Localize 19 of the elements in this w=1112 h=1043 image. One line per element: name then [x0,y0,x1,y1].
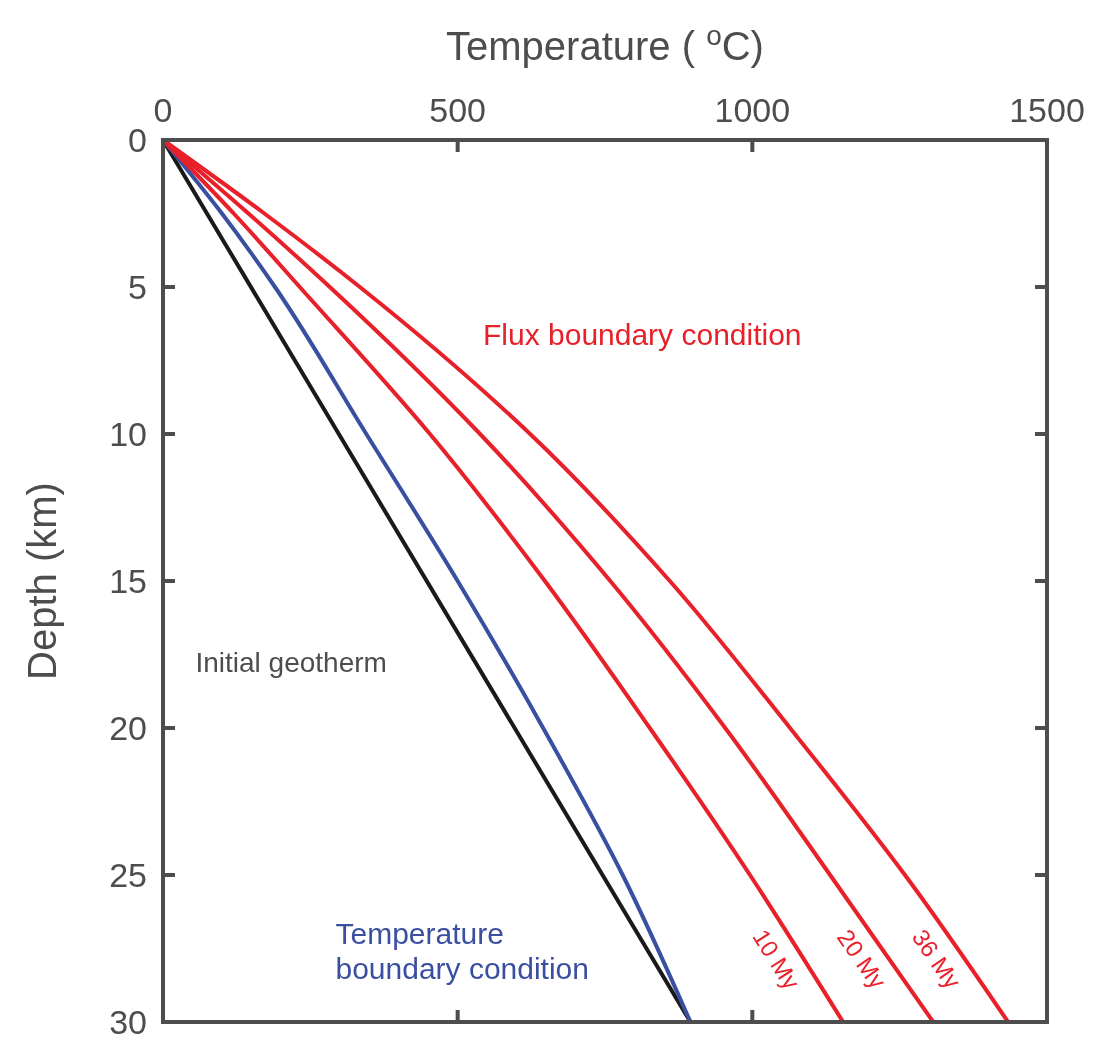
annotation: Flux boundary condition [483,318,802,351]
y-tick-label: 25 [109,856,147,894]
y-tick-label: 15 [109,562,147,600]
x-tick-label: 500 [429,91,487,129]
y-tick-label: 30 [109,1003,147,1041]
y-axis-title: Depth (km) [20,482,64,680]
series-label: Temperature boundary condition [335,917,589,985]
x-axis-title: Temperature ( $^{o}$C) [446,19,764,68]
text: 10 My [747,924,806,995]
y-tick-label: 0 [128,121,147,159]
y-tick-label: 10 [109,415,147,453]
text: 20 My [831,924,892,994]
text: 36 My [906,924,967,994]
y-tick-label: 5 [128,268,147,306]
x-tick-label: 1500 [1009,91,1085,129]
text: Initial geotherm [195,647,387,678]
y-tick-label: 20 [109,709,147,747]
x-tick-label: 0 [153,91,173,129]
x-tick-label: 1000 [714,91,791,129]
